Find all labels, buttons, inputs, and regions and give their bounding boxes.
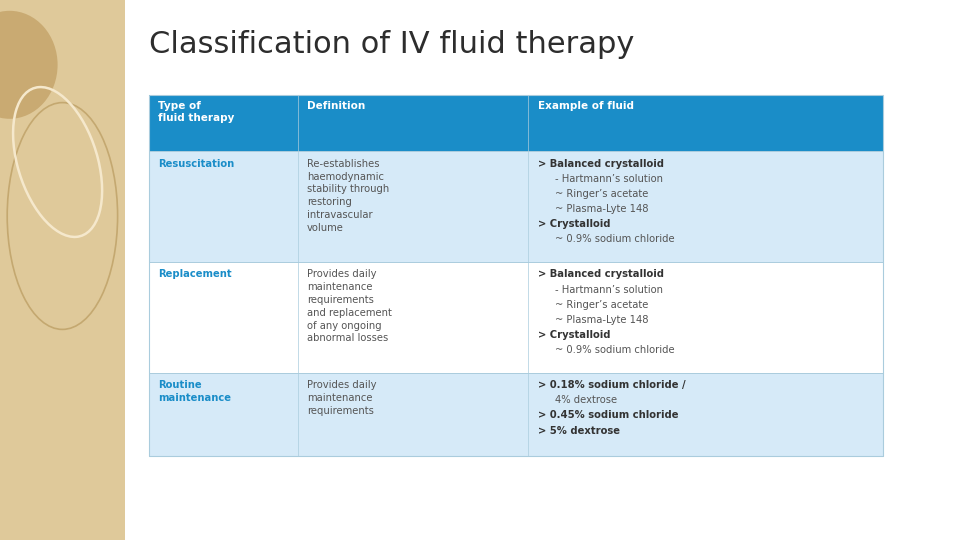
Text: Replacement: Replacement xyxy=(158,269,232,280)
FancyBboxPatch shape xyxy=(149,262,883,373)
FancyBboxPatch shape xyxy=(149,373,883,456)
Text: > 0.45% sodium chloride: > 0.45% sodium chloride xyxy=(538,410,678,421)
Ellipse shape xyxy=(0,11,58,119)
Text: > Crystalloid: > Crystalloid xyxy=(538,330,611,340)
Text: ~ 0.9% sodium chloride: ~ 0.9% sodium chloride xyxy=(555,234,675,245)
FancyBboxPatch shape xyxy=(149,151,883,262)
Text: Example of fluid: Example of fluid xyxy=(538,101,634,111)
Text: > Balanced crystalloid: > Balanced crystalloid xyxy=(538,159,663,169)
Text: Provides daily
maintenance
requirements
and replacement
of any ongoing
abnormal : Provides daily maintenance requirements … xyxy=(307,269,392,343)
Text: ~ Plasma-Lyte 148: ~ Plasma-Lyte 148 xyxy=(555,204,648,214)
Text: Provides daily
maintenance
requirements: Provides daily maintenance requirements xyxy=(307,380,376,416)
Text: Resuscitation: Resuscitation xyxy=(158,159,234,169)
Text: > 5% dextrose: > 5% dextrose xyxy=(538,426,619,436)
Text: ~ Ringer’s acetate: ~ Ringer’s acetate xyxy=(555,300,648,310)
Text: > Crystalloid: > Crystalloid xyxy=(538,219,611,230)
FancyBboxPatch shape xyxy=(149,94,883,151)
Text: - Hartmann’s solution: - Hartmann’s solution xyxy=(555,285,663,295)
Text: Definition: Definition xyxy=(307,101,366,111)
Text: Type of
fluid therapy: Type of fluid therapy xyxy=(158,101,235,123)
FancyBboxPatch shape xyxy=(0,0,125,540)
Text: Classification of IV fluid therapy: Classification of IV fluid therapy xyxy=(149,30,635,59)
Text: - Hartmann’s solution: - Hartmann’s solution xyxy=(555,174,663,184)
Text: ~ Ringer’s acetate: ~ Ringer’s acetate xyxy=(555,189,648,199)
Text: 4% dextrose: 4% dextrose xyxy=(555,395,617,406)
Text: ~ 0.9% sodium chloride: ~ 0.9% sodium chloride xyxy=(555,345,675,355)
Text: ~ Plasma-Lyte 148: ~ Plasma-Lyte 148 xyxy=(555,315,648,325)
Text: > Balanced crystalloid: > Balanced crystalloid xyxy=(538,269,663,280)
Text: > 0.18% sodium chloride /: > 0.18% sodium chloride / xyxy=(538,380,685,390)
Text: Routine
maintenance: Routine maintenance xyxy=(158,380,231,403)
Text: Re-establishes
haemodynamic
stability through
restoring
intravascular
volume: Re-establishes haemodynamic stability th… xyxy=(307,159,390,233)
